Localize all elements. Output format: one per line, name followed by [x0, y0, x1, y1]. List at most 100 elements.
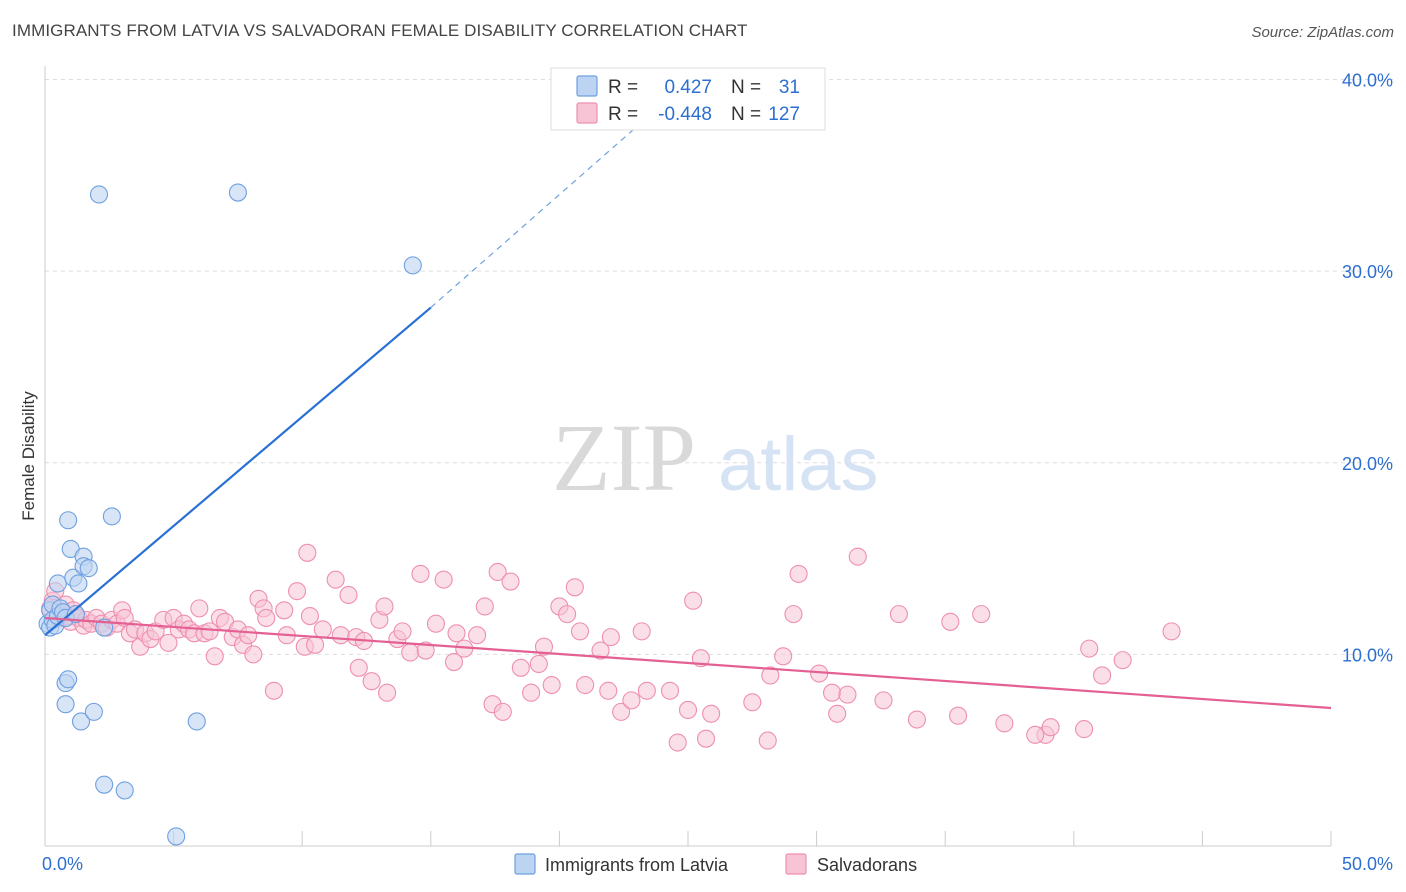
salvadorans-point	[576, 675, 595, 695]
salvadorans-point	[1041, 718, 1060, 737]
y-tick-label: 20.0%	[1342, 454, 1393, 474]
salvadorans-point	[501, 572, 520, 591]
legend-label-salvadorans: Salvadorans	[817, 855, 917, 875]
salvadorans-point	[632, 622, 651, 641]
salvadorans-point	[331, 626, 350, 645]
latvia-points	[38, 183, 422, 846]
salvadorans-point	[239, 626, 258, 645]
salvadorans-point	[493, 702, 512, 721]
latvia-point	[69, 574, 88, 593]
latvia-point	[95, 775, 114, 794]
salvadorans-point	[565, 578, 584, 597]
stats-n-label: N =	[731, 77, 761, 98]
salvadorans-point	[691, 649, 710, 668]
stats-r-label: R =	[608, 104, 638, 125]
stats-r-value: -0.448	[658, 104, 712, 125]
watermark-zip: ZIP	[552, 404, 696, 511]
salvadorans-point	[1113, 651, 1132, 670]
salvadorans-point	[599, 681, 618, 700]
salvadorans-point	[257, 608, 276, 628]
salvadorans-point	[660, 681, 680, 700]
stats-r-value: 0.427	[664, 77, 712, 98]
salvadorans-point	[298, 543, 317, 562]
salvadorans-point	[205, 647, 224, 666]
x-tick-label: 0.0%	[42, 854, 83, 874]
salvadorans-point	[190, 599, 209, 618]
salvadorans-point	[522, 683, 541, 702]
salvadorans-point	[637, 681, 656, 700]
tick-labels: 10.0% 20.0% 30.0% 40.0% 0.0% 50.0%	[42, 71, 1393, 875]
salvadorans-point	[378, 683, 397, 702]
source-label: Source: ZipAtlas.com	[1251, 24, 1394, 41]
y-tick-label: 30.0%	[1342, 262, 1393, 282]
salvadorans-point	[434, 570, 453, 589]
salvadorans-point	[822, 683, 842, 702]
salvadorans-point	[306, 635, 325, 654]
salvadorans-point	[1075, 720, 1094, 739]
legend-swatch-latvia	[514, 853, 536, 875]
salvadorans-point	[475, 597, 494, 616]
salvadorans-point	[601, 628, 620, 647]
salvadorans-point	[447, 624, 466, 643]
salvadorans-point	[696, 729, 716, 748]
stats-n-value: 31	[779, 77, 800, 98]
salvadorans-points	[41, 543, 1181, 752]
latvia-point	[71, 712, 91, 731]
salvadorans-point	[529, 654, 548, 674]
salvadorans-point	[1080, 639, 1099, 658]
salvadorans-point	[313, 620, 332, 639]
salvadorans-point	[774, 647, 793, 666]
salvadorans-point	[488, 562, 507, 582]
salvadorans-point	[838, 685, 857, 704]
watermark-atlas: atlas	[718, 422, 879, 507]
salvadorans-point	[339, 585, 358, 605]
stats-legend-blue-swatch	[576, 75, 598, 97]
salvadorans-point	[468, 626, 487, 645]
salvadorans-point	[612, 702, 631, 721]
latvia-point	[228, 183, 247, 202]
salvadorans-point	[393, 622, 412, 641]
latvia-point	[89, 185, 109, 204]
salvadorans-point	[401, 643, 420, 662]
salvadorans-point	[300, 606, 319, 626]
salvadorans-point	[907, 710, 926, 729]
salvadorans-point	[761, 666, 780, 685]
salvadorans-point	[159, 633, 178, 652]
y-tick-label: 40.0%	[1342, 71, 1393, 91]
stats-n-value: 127	[768, 104, 800, 125]
latvia-point	[403, 256, 422, 275]
latvia-point	[59, 511, 78, 530]
salvadorans-point	[1162, 622, 1181, 641]
latvia-trend-line	[44, 306, 432, 637]
stats-legend-pink-swatch	[576, 102, 598, 124]
salvadorans-point	[542, 675, 561, 695]
salvadorans-point	[511, 658, 530, 677]
chart-title: IMMIGRANTS FROM LATVIA VS SALVADORAN FEM…	[12, 21, 748, 40]
salvadorans-point	[416, 641, 435, 660]
x-tick-label: 50.0%	[1342, 854, 1393, 874]
salvadorans-point	[570, 622, 590, 641]
latvia-point	[187, 712, 206, 731]
latvia-point	[56, 695, 75, 714]
salvadorans-point	[743, 693, 762, 712]
latvia-point	[48, 574, 67, 593]
stats-r-label: R =	[608, 77, 638, 98]
salvadorans-point	[275, 601, 294, 620]
salvadorans-point	[591, 641, 610, 660]
salvadorans-point	[758, 731, 777, 750]
axes	[44, 66, 1332, 847]
latvia-trend-extension	[430, 117, 648, 308]
salvadorans-point	[349, 658, 368, 677]
latvia-point	[115, 781, 134, 800]
salvadorans-point	[784, 605, 803, 624]
salvadorans-point	[375, 597, 394, 616]
salvadorans-point	[678, 700, 698, 719]
salvadorans-point	[972, 605, 991, 624]
salvadorans-point	[444, 652, 463, 672]
salvadorans-point	[1093, 666, 1112, 685]
y-axis-title: Female Disability	[19, 391, 38, 521]
bottom-legend: Immigrants from Latvia Salvadorans	[514, 853, 917, 875]
latvia-point	[79, 559, 98, 578]
salvadorans-point	[828, 704, 847, 723]
